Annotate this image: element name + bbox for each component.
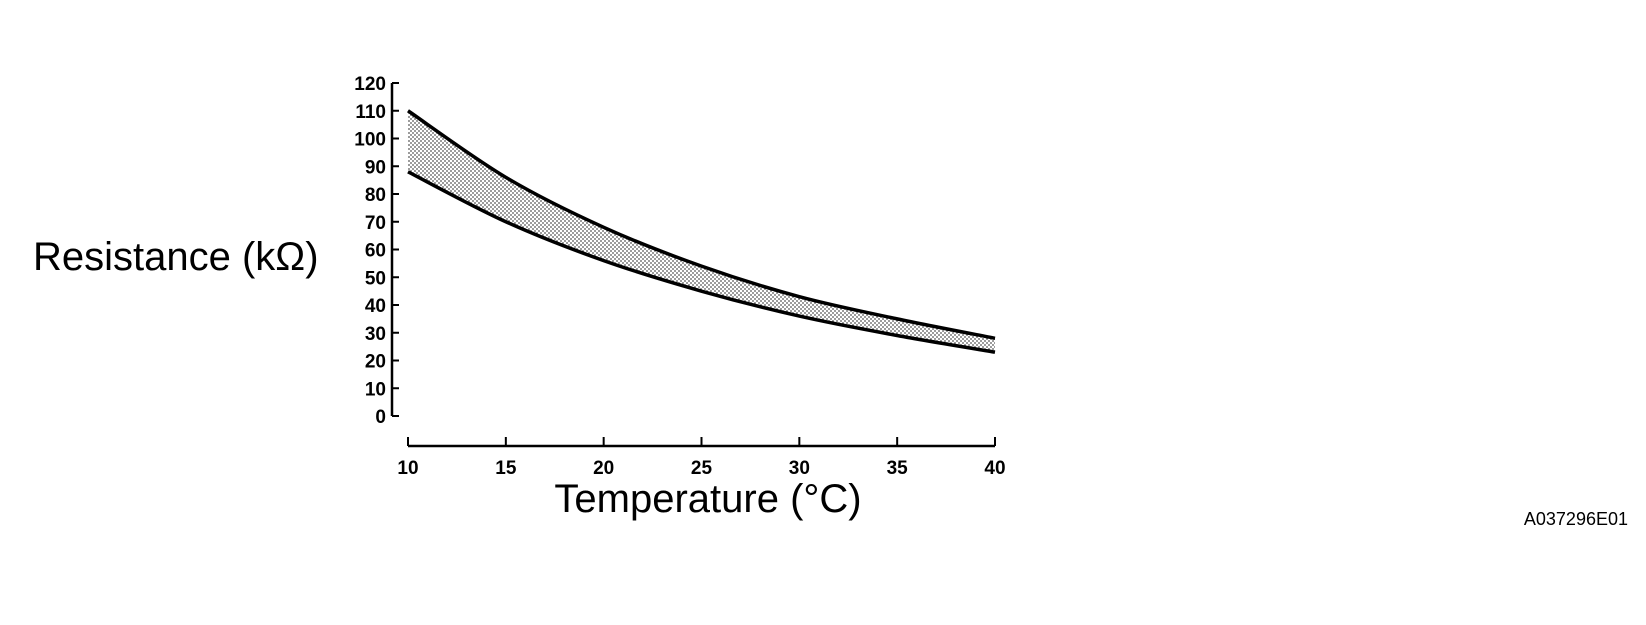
y-tick-label-10: 10 (365, 379, 386, 400)
y-tick-label-120: 120 (354, 74, 386, 95)
x-tick-label-20: 20 (593, 458, 614, 479)
x-tick-label-15: 15 (495, 458, 517, 479)
x-tick-label-40: 40 (984, 458, 1005, 479)
tolerance-band (408, 110, 995, 353)
lower-limit-line (407, 170, 996, 354)
x-tick-label-30: 30 (789, 458, 810, 479)
y-tick-label-110: 110 (355, 102, 386, 123)
x-tick-label-25: 25 (691, 458, 713, 479)
x-axis-title: Temperature (°C) (554, 477, 861, 521)
y-axis-title: Resistance (kΩ) (33, 235, 319, 279)
x-tick-label-35: 35 (887, 458, 909, 479)
y-tick-label-100: 100 (354, 130, 386, 151)
y-tick-label-70: 70 (365, 213, 386, 234)
figure-reference-code: A037296E01 (1524, 509, 1628, 529)
y-tick-label-20: 20 (365, 352, 386, 373)
y-tick-label-40: 40 (365, 296, 386, 317)
y-tick-label-30: 30 (365, 324, 386, 345)
y-tick-label-50: 50 (365, 268, 386, 289)
y-tick-label-0: 0 (375, 407, 386, 428)
y-tick-label-60: 60 (365, 241, 386, 262)
y-tick-label-80: 80 (365, 185, 386, 206)
x-tick-label-10: 10 (397, 458, 418, 479)
y-tick-label-90: 90 (365, 157, 386, 178)
upper-limit-line (407, 109, 996, 341)
